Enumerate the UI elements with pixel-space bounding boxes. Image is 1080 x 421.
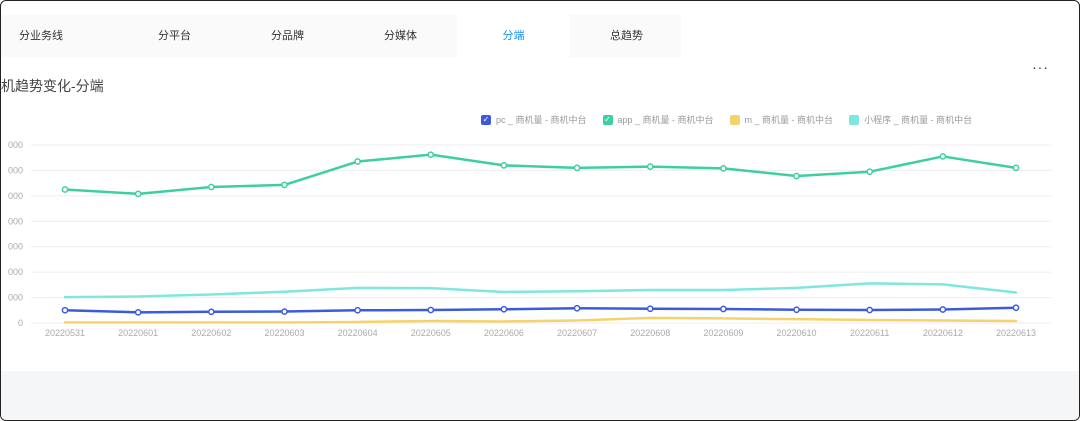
data-point-pc-2: [207, 308, 215, 316]
data-point-app-4: [354, 158, 361, 165]
chart-legend: ✓ pc _ 商机量 - 商机中台 ✓ app _ 商机量 - 商机中台 m _…: [481, 113, 972, 126]
y-tick-label-4: 000: [8, 216, 23, 226]
data-point-pc-13: [1012, 304, 1020, 312]
data-point-pc-8: [646, 305, 654, 313]
legend-label-m: m _ 商机量 - 商机中台: [744, 115, 834, 125]
data-point-app-12: [939, 153, 947, 160]
y-tick-label-7: 000: [8, 140, 23, 150]
x-tick-label-6: 20220606: [484, 328, 524, 338]
data-point-app-0: [61, 186, 69, 193]
x-tick-label-1: 20220601: [118, 328, 158, 338]
x-tick-label-10: 20220610: [777, 328, 817, 338]
y-tick-label-3: 000: [8, 242, 23, 252]
data-point-app-13: [1012, 164, 1020, 172]
data-point-app-1: [134, 190, 142, 198]
y-tick-label-0: 0: [18, 318, 23, 328]
data-point-app-10: [793, 172, 800, 180]
tab-overall-trend[interactable]: 总趋势: [610, 30, 643, 42]
data-point-app-11: [866, 168, 874, 176]
tab-platform[interactable]: 分平台: [158, 30, 191, 42]
legend-item-pc[interactable]: ✓ pc _ 商机量 - 商机中台: [481, 113, 587, 126]
legend-label-pc: pc _ 商机量 - 商机中台: [496, 115, 587, 125]
x-tick-label-13: 20220613: [996, 328, 1036, 338]
tab-terminal[interactable]: 分端: [457, 15, 570, 57]
x-tick-label-7: 20220607: [557, 328, 597, 338]
x-tick-label-9: 20220609: [703, 328, 743, 338]
series-line-app: [63, 153, 1018, 196]
legend-checkbox-app[interactable]: ✓: [602, 114, 613, 125]
legend-checkbox-m[interactable]: [729, 114, 740, 125]
data-point-app-3: [281, 181, 288, 189]
x-tick-label-4: 20220604: [338, 328, 378, 338]
legend-checkbox-pc[interactable]: ✓: [481, 114, 491, 125]
data-point-pc-4: [354, 306, 361, 314]
tab-business-line[interactable]: 分业务线: [19, 30, 63, 42]
more-options-button[interactable]: ···: [1032, 59, 1049, 75]
footer-band: [1, 371, 1079, 420]
data-point-app-6: [500, 161, 508, 169]
chart-title: 机趋势变化-分端: [1, 78, 104, 94]
legend-item-mini[interactable]: 小程序 _ 商机量 - 商机中台: [849, 113, 972, 126]
data-point-pc-7: [573, 304, 581, 312]
data-point-pc-11: [866, 306, 874, 314]
x-tick-label-3: 20220603: [264, 328, 304, 338]
data-point-pc-12: [939, 306, 947, 313]
y-tick-label-6: 000: [8, 165, 23, 175]
series-line-mini: [63, 282, 1018, 299]
legend-item-app[interactable]: ✓ app _ 商机量 - 商机中台: [602, 113, 714, 126]
x-tick-label-11: 20220611: [850, 328, 889, 338]
y-tick-label-1: 000: [8, 293, 23, 303]
series-line-pc: [63, 306, 1018, 314]
tab-media[interactable]: 分媒体: [384, 30, 417, 42]
data-point-pc-0: [61, 306, 69, 314]
dimension-tabs: 分业务线 分平台 分品牌 分媒体 分端 总趋势: [1, 15, 681, 57]
x-tick-label-0: 20220531: [45, 328, 85, 338]
data-point-app-5: [427, 151, 435, 159]
data-point-pc-5: [427, 306, 435, 314]
data-point-pc-9: [720, 305, 727, 313]
legend-label-app: app _ 商机量 - 商机中台: [617, 115, 714, 125]
data-point-pc-6: [500, 305, 508, 313]
y-tick-label-2: 000: [8, 267, 23, 277]
legend-checkbox-mini[interactable]: [849, 114, 860, 125]
x-tick-label-12: 20220612: [923, 328, 963, 338]
data-point-app-8: [646, 163, 654, 170]
x-tick-label-8: 20220608: [630, 328, 670, 338]
data-point-pc-1: [134, 308, 142, 316]
legend-label-mini: 小程序 _ 商机量 - 商机中台: [864, 115, 973, 125]
data-point-pc-3: [281, 308, 288, 315]
y-tick-label-5: 000: [8, 191, 23, 201]
data-point-app-7: [573, 164, 581, 172]
tab-brand[interactable]: 分品牌: [271, 30, 304, 42]
x-tick-label-2: 20220602: [191, 328, 231, 338]
data-point-app-2: [207, 183, 215, 191]
legend-item-m[interactable]: m _ 商机量 - 商机中台: [729, 113, 834, 126]
data-point-app-9: [720, 165, 727, 172]
data-point-pc-10: [793, 306, 800, 314]
x-tick-label-5: 20220605: [411, 328, 451, 338]
series-line-m: [63, 316, 1018, 324]
